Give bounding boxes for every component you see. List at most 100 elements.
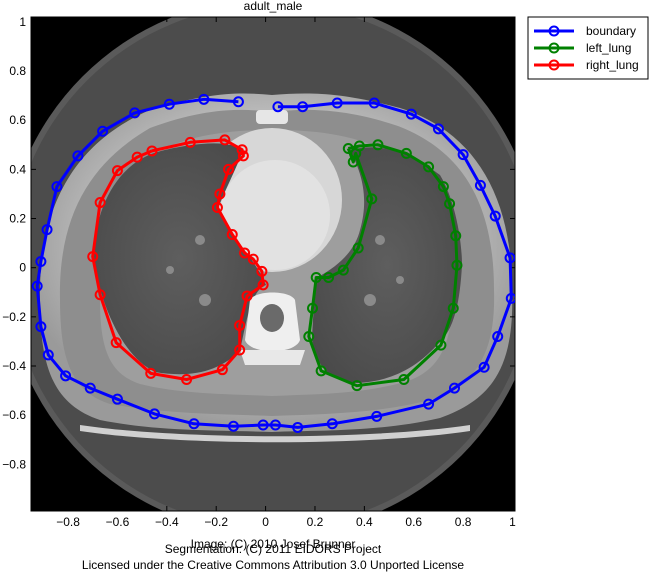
series-point xyxy=(492,331,504,343)
series-point xyxy=(31,280,43,292)
series-point xyxy=(163,98,175,110)
series-point xyxy=(42,349,54,361)
series-point xyxy=(97,125,109,137)
x-tick-label: −0.6 xyxy=(106,515,130,529)
series-point xyxy=(232,96,244,108)
series-point xyxy=(181,374,193,386)
series-point xyxy=(239,247,251,259)
legend-swatch-marker xyxy=(548,25,560,37)
y-tick-label: 0.8 xyxy=(9,64,26,78)
series-point xyxy=(489,210,501,222)
series-point xyxy=(315,365,327,377)
series-point xyxy=(347,156,359,168)
series-point xyxy=(247,253,259,265)
x-tick-label: 0.2 xyxy=(307,515,324,529)
series-point xyxy=(351,380,363,392)
y-tick-label: 1 xyxy=(19,15,26,29)
series-point xyxy=(292,421,304,433)
series-point xyxy=(474,179,486,191)
series-point xyxy=(310,272,322,284)
series-point xyxy=(400,147,412,159)
series-line xyxy=(91,138,265,381)
series-right-lung xyxy=(87,134,269,386)
series-point xyxy=(211,201,223,213)
legend-label: boundary xyxy=(586,24,636,38)
series-point xyxy=(219,134,231,146)
series-point xyxy=(435,339,447,351)
series-point xyxy=(216,364,228,376)
series-point xyxy=(72,150,84,162)
series-point xyxy=(234,319,246,331)
series-point xyxy=(35,256,47,268)
series-point xyxy=(234,344,246,356)
series-point xyxy=(131,151,143,163)
series-point xyxy=(51,181,63,193)
series-point xyxy=(84,382,96,394)
legend-label: right_lung xyxy=(586,58,639,72)
series-point xyxy=(450,230,462,242)
series-point xyxy=(110,337,122,349)
legend-swatch-marker xyxy=(548,42,560,54)
series-point xyxy=(449,382,460,394)
series-point xyxy=(94,289,106,301)
legend-swatch-marker xyxy=(548,59,560,71)
series-point xyxy=(432,123,444,135)
series-point xyxy=(237,150,249,162)
series-line xyxy=(35,97,513,429)
series-point xyxy=(94,197,106,209)
credit-license: Licensed under the Creative Commons Attr… xyxy=(82,558,465,572)
x-tick-label: 1 xyxy=(509,515,516,529)
series-point xyxy=(256,265,268,277)
x-tick-label: 0.6 xyxy=(405,515,422,529)
series-point xyxy=(342,142,354,154)
x-tick-label: −0.2 xyxy=(204,515,228,529)
x-tick-label: 0 xyxy=(262,515,269,529)
series-point xyxy=(423,161,435,173)
series-boundary xyxy=(31,93,515,433)
series-point xyxy=(437,181,449,193)
y-tick-label: 0.4 xyxy=(9,162,26,176)
chart-title: adult_male xyxy=(244,0,303,13)
series-point xyxy=(398,374,410,386)
series-point xyxy=(60,370,72,382)
series-point xyxy=(326,418,338,430)
series-point xyxy=(478,361,490,373)
x-axis: −0.8 −0.6 −0.4 −0.2 0 0.2 0.4 0.6 0.8 1 xyxy=(56,17,516,529)
series-layer xyxy=(31,93,515,433)
y-tick-label: −0.2 xyxy=(2,310,26,324)
series-point xyxy=(331,97,343,109)
series-point xyxy=(504,252,515,264)
series-point xyxy=(145,367,157,379)
credit-segmentation: Segmentation: (C) 2011 EIDORS Project xyxy=(165,542,382,556)
series-point xyxy=(41,224,53,236)
series-point xyxy=(303,331,315,343)
series-point xyxy=(241,290,253,302)
series-point xyxy=(505,292,515,304)
x-tick-label: 0.8 xyxy=(455,515,472,529)
x-tick-label: −0.8 xyxy=(56,515,80,529)
y-tick-label: 0 xyxy=(19,261,26,275)
y-axis: 1 0.8 0.6 0.4 0.2 0 −0.2 −0.4 −0.6 −0.8 xyxy=(2,15,515,471)
series-point xyxy=(269,419,281,431)
series-point xyxy=(129,107,141,119)
series-point xyxy=(35,321,47,333)
series-point xyxy=(223,163,235,175)
series-point xyxy=(366,193,378,205)
series-point xyxy=(447,302,459,314)
series-point xyxy=(272,101,284,113)
series-point xyxy=(111,165,123,177)
series-point xyxy=(226,229,238,241)
series-point xyxy=(198,93,210,105)
series-point xyxy=(451,259,463,271)
series-point xyxy=(111,393,123,405)
y-tick-label: −0.4 xyxy=(2,359,26,373)
series-point xyxy=(297,101,309,113)
legend: boundary left_lung right_lung xyxy=(527,16,649,80)
y-tick-label: −0.8 xyxy=(2,457,26,471)
series-point xyxy=(337,264,349,276)
series-point xyxy=(188,418,200,430)
series-point xyxy=(371,410,383,422)
series-left-lung xyxy=(303,139,463,392)
series-point xyxy=(146,145,158,157)
